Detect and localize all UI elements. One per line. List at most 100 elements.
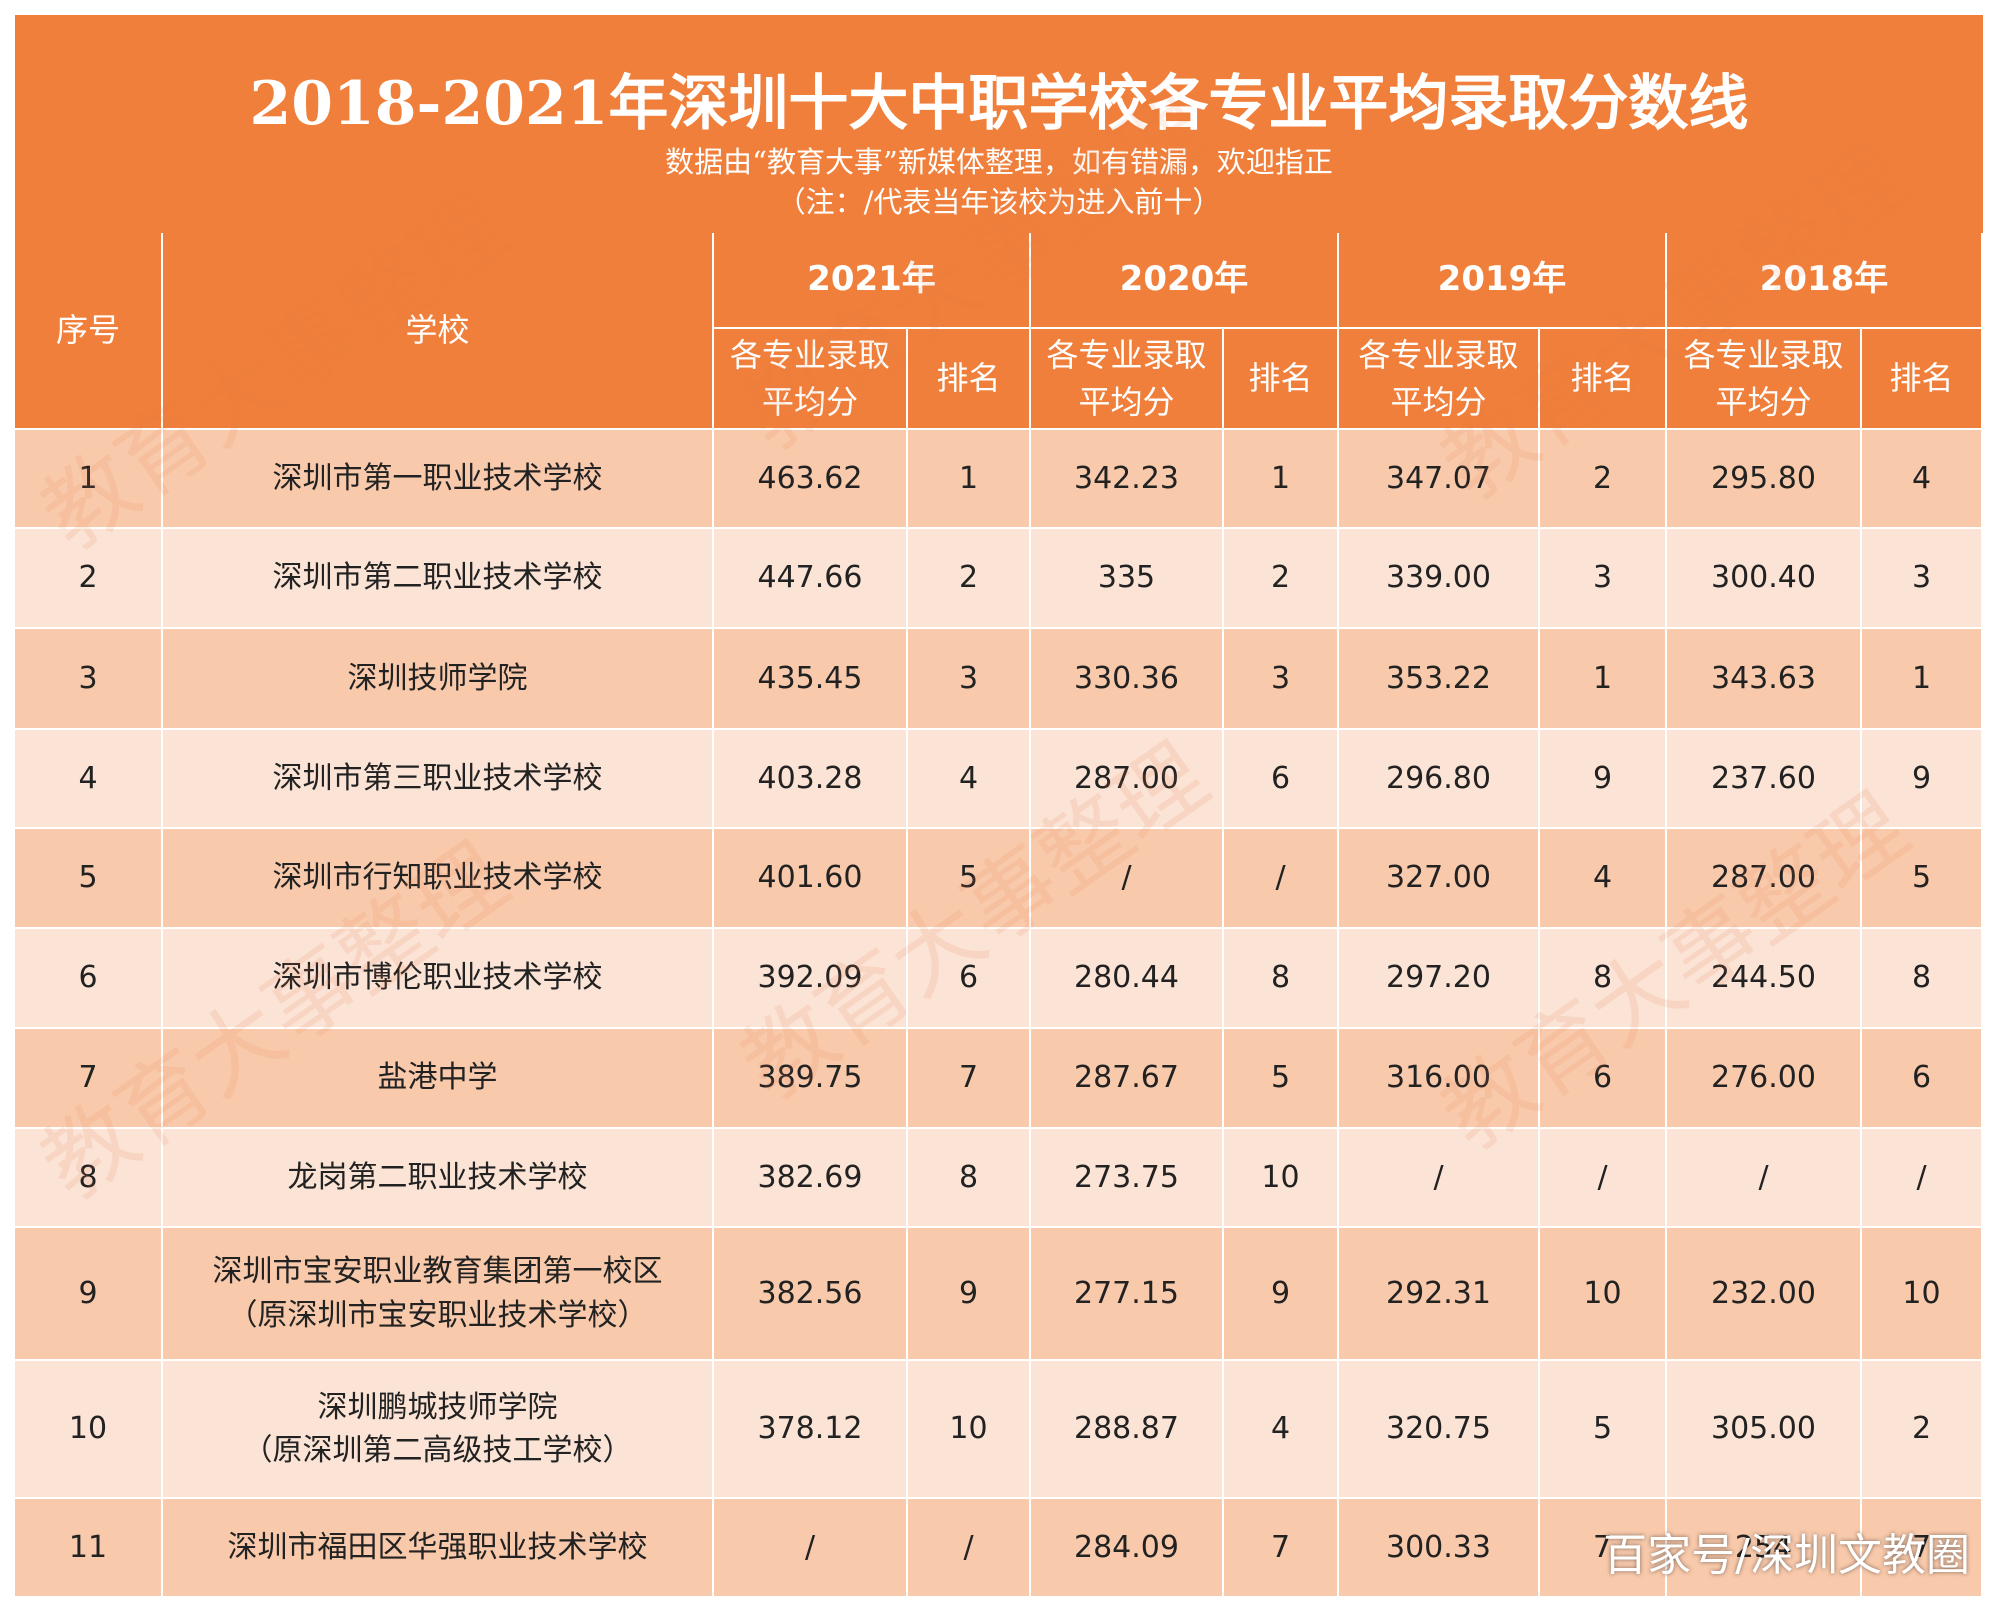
table-cell: / <box>1224 829 1339 929</box>
table-cell: 4 <box>15 730 163 829</box>
table-cell: 7 <box>1862 1499 1983 1598</box>
table-cell: 4 <box>1224 1361 1339 1499</box>
table-cell: 389.75 <box>714 1029 908 1129</box>
table-cell: 9 <box>15 1228 163 1361</box>
table-cell: 447.66 <box>714 529 908 629</box>
table-cell: 10 <box>1224 1129 1339 1228</box>
table-cell: 287.00 <box>1667 829 1862 929</box>
table-cell: 305.00 <box>1667 1361 1862 1499</box>
table-cell: 3 <box>15 629 163 730</box>
table-cell: 3 <box>1540 529 1667 629</box>
table-cell: 6 <box>1224 730 1339 829</box>
table-cell: 5 <box>1224 1029 1339 1129</box>
table-cell: 254 <box>1667 1499 1862 1598</box>
table-cell: 276.00 <box>1667 1029 1862 1129</box>
table-cell: 320.75 <box>1339 1361 1540 1499</box>
table-cell: 330.36 <box>1031 629 1224 730</box>
table-cell: 232.00 <box>1667 1228 1862 1361</box>
header-score-line: 各专业录取 <box>729 336 890 375</box>
header-rank: 排名 <box>908 329 1031 430</box>
header-score-line: 平均分 <box>1715 382 1812 421</box>
table-cell: 2 <box>908 529 1031 629</box>
table-cell: / <box>1339 1129 1540 1228</box>
table-cell: 277.15 <box>1031 1228 1224 1361</box>
table-cell: 288.87 <box>1031 1361 1224 1499</box>
header-seq: 序号 <box>15 233 163 430</box>
table-cell: 6 <box>1862 1029 1983 1129</box>
school: 盐港中学 <box>163 1029 714 1129</box>
table-cell: / <box>1031 829 1224 929</box>
school: 深圳市行知职业技术学校 <box>163 829 714 929</box>
table-cell: 8 <box>1224 929 1339 1029</box>
table-cell: 237.60 <box>1667 730 1862 829</box>
subtitle: 数据由“教育大事”新媒体整理，如有错漏，欢迎指正 <box>665 145 1333 179</box>
table-cell: 327.00 <box>1339 829 1540 929</box>
header-score: 各专业录取 平均分 <box>1667 329 1862 430</box>
header-score: 各专业录取 平均分 <box>1339 329 1540 430</box>
table-cell: 2 <box>1224 529 1339 629</box>
school: 深圳市宝安职业教育集团第一校区 （原深圳市宝安职业技术学校） <box>163 1228 714 1361</box>
table-cell: 9 <box>1224 1228 1339 1361</box>
header-score-line: 各专业录取 <box>1046 336 1207 375</box>
table-cell: / <box>908 1499 1031 1598</box>
header-score-line: 平均分 <box>1078 382 1175 421</box>
table-cell: 287.00 <box>1031 730 1224 829</box>
table-cell: 10 <box>1862 1228 1983 1361</box>
table-cell: / <box>1862 1129 1983 1228</box>
table-cell: 347.07 <box>1339 430 1540 529</box>
table-cell: 316.00 <box>1339 1029 1540 1129</box>
table-cell: 335 <box>1031 529 1224 629</box>
school: 龙岗第二职业技术学校 <box>163 1129 714 1228</box>
table-cell: 10 <box>908 1361 1031 1499</box>
school: 深圳鹏城技师学院 （原深圳第二高级技工学校） <box>163 1361 714 1499</box>
table-cell: 1 <box>15 430 163 529</box>
table-cell: 5 <box>908 829 1031 929</box>
table-cell: 382.69 <box>714 1129 908 1228</box>
table-cell: 273.75 <box>1031 1129 1224 1228</box>
table-cell: 6 <box>15 929 163 1029</box>
table-cell: 280.44 <box>1031 929 1224 1029</box>
table-cell: 297.20 <box>1339 929 1540 1029</box>
table-cell: 11 <box>15 1499 163 1598</box>
table-cell: 2 <box>1540 430 1667 529</box>
header-rank: 排名 <box>1540 329 1667 430</box>
table-cell: 378.12 <box>714 1361 908 1499</box>
header-score-line: 平均分 <box>761 382 858 421</box>
table-cell: 7 <box>1540 1499 1667 1598</box>
table-cell: 10 <box>1540 1228 1667 1361</box>
school: 深圳市福田区华强职业技术学校 <box>163 1499 714 1598</box>
table-cell: 9 <box>1862 730 1983 829</box>
table-cell: 295.80 <box>1667 430 1862 529</box>
table-cell: / <box>1540 1129 1667 1228</box>
table-cell: 6 <box>908 929 1031 1029</box>
header-school: 学校 <box>163 233 714 430</box>
header-score: 各专业录取 平均分 <box>1031 329 1224 430</box>
title-band: 2018-2021年深圳十大中职学校各专业平均录取分数线 数据由“教育大事”新媒… <box>15 15 1983 233</box>
header-score-line: 平均分 <box>1390 382 1487 421</box>
table-cell: 5 <box>1540 1361 1667 1499</box>
table-cell: 1 <box>1224 430 1339 529</box>
table-cell: 463.62 <box>714 430 908 529</box>
table-cell: 342.23 <box>1031 430 1224 529</box>
header-score-line: 各专业录取 <box>1683 336 1844 375</box>
table-cell: 10 <box>15 1361 163 1499</box>
header-score-line: 各专业录取 <box>1358 336 1519 375</box>
table-cell: 292.31 <box>1339 1228 1540 1361</box>
table-cell: 1 <box>1862 629 1983 730</box>
table-cell: 6 <box>1540 1029 1667 1129</box>
header-year: 2018年 <box>1667 233 1983 329</box>
table-cell: 382.56 <box>714 1228 908 1361</box>
table-cell: 403.28 <box>714 730 908 829</box>
table-cell: / <box>1667 1129 1862 1228</box>
table-cell: 1 <box>1540 629 1667 730</box>
header-year: 2019年 <box>1339 233 1667 329</box>
table-cell: 392.09 <box>714 929 908 1029</box>
table-cell: / <box>714 1499 908 1598</box>
school: 深圳市第三职业技术学校 <box>163 730 714 829</box>
table-cell: 244.50 <box>1667 929 1862 1029</box>
header-score: 各专业录取 平均分 <box>714 329 908 430</box>
table-cell: 3 <box>908 629 1031 730</box>
table-cell: 343.63 <box>1667 629 1862 730</box>
header-rank: 排名 <box>1862 329 1983 430</box>
